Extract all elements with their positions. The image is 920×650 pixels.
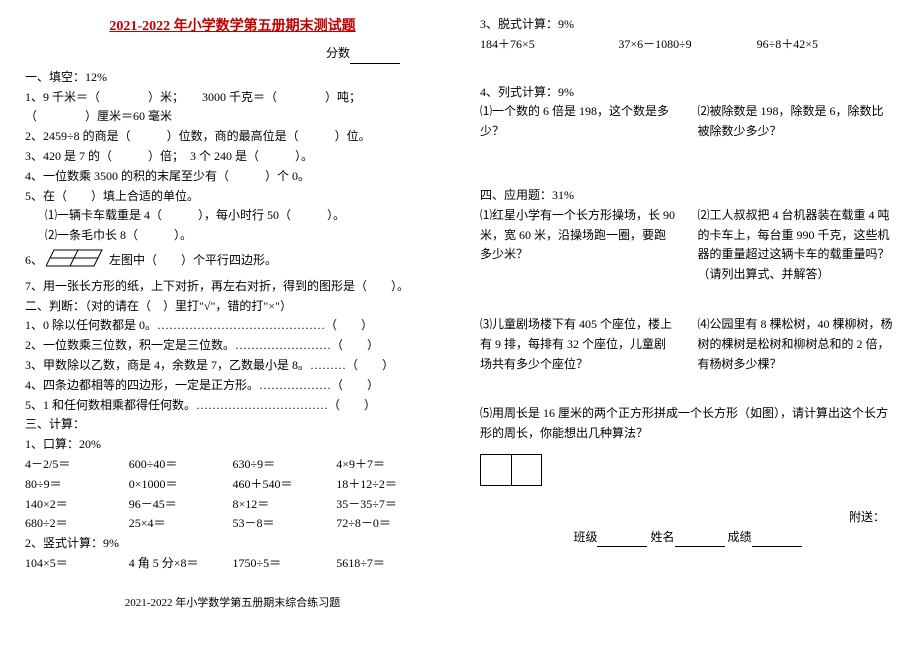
grade-line: [752, 534, 802, 547]
r1-item: 184＋76×5: [480, 35, 618, 55]
calc-row-3: 680÷2＝ 25×4＝ 53－8＝ 72÷8－0＝: [25, 514, 440, 534]
name-label: 姓名: [650, 530, 674, 544]
calc-cell: 25×4＝: [129, 514, 233, 534]
grade-label: 成绩: [728, 530, 752, 544]
calc-cell: 72÷8－0＝: [336, 514, 440, 534]
q2: 2、2459÷8 的商是（ ）位数，商的最高位是（ ）位。: [25, 127, 440, 147]
s3-sub2: 2、竖式计算：9%: [25, 534, 440, 554]
r3b: ⑵工人叔叔把 4 台机器装在载重 4 吨的卡车上，每台重 990 千克，这些机器…: [698, 206, 896, 285]
calc-cell: 4－2/5＝: [25, 455, 129, 475]
r3: 四、应用题：31%: [480, 186, 895, 206]
s2q5: 5、1 和任何数相乘都得任何数。……………………………（ ）: [25, 396, 440, 416]
calc-cell: 630÷9＝: [233, 455, 337, 475]
calc2-cell: 1750÷5＝: [233, 554, 337, 574]
calc-row-2: 140×2＝ 96－45＝ 8×12＝ 35－35÷7＝: [25, 495, 440, 515]
calc-cell: 96－45＝: [129, 495, 233, 515]
rectangle-figure: [480, 454, 542, 486]
r2: 4、列式计算：9%: [480, 83, 895, 103]
r3c: ⑶儿童剧场楼下有 405 个座位，楼上有 9 排，每排有 32 个座位，儿童剧场…: [480, 315, 678, 374]
calc-cell: 4×9＋7＝: [336, 455, 440, 475]
q5a: ⑴一辆卡车载重是 4（ ），每小时行 50（ ）。: [25, 206, 440, 226]
r1-item: 37×6－1080÷9: [618, 35, 756, 55]
calc-cell: 8×12＝: [233, 495, 337, 515]
page: 2021-2022 年小学数学第五册期末测试题 分数 一、填空：12% 1、9 …: [0, 0, 920, 627]
r3-row1: ⑴红星小学有一个长方形操场，长 90 米，宽 60 米，沿操场跑一圈，要跑多少米…: [480, 206, 895, 285]
q6-row: 6、 左图中（ ）个平行四边形。: [25, 246, 440, 277]
square-right: [512, 455, 542, 485]
section2-header: 二、判断：（对的请在（ ）里打"√"，错的打"×"）: [25, 297, 440, 317]
q7: 7、用一张长方形的纸，上下对折，再左右对折，得到的图形是（ ）。: [25, 277, 440, 297]
r3-row2: ⑶儿童剧场楼下有 405 个座位，楼上有 9 排，每排有 32 个座位，儿童剧场…: [480, 315, 895, 374]
s2q4: 4、四条边都相等的四边形，一定是正方形。………………（ ）: [25, 376, 440, 396]
score-line: [350, 51, 400, 64]
calc-cell: 53－8＝: [233, 514, 337, 534]
calc-row-1: 80÷9＝ 0×1000＝ 460＋540＝ 18＋12÷2＝: [25, 475, 440, 495]
q1b: （ ）厘米＝60 毫米: [25, 107, 440, 127]
calc2-cell: 104×5＝: [25, 554, 129, 574]
appendix: 附送：: [480, 508, 895, 528]
calc2-cell: 4 角 5 分×8＝: [129, 554, 233, 574]
parallelogram-icon: [46, 246, 106, 277]
r3d: ⑷公园里有 8 棵松树，40 棵柳树，杨树的棵树是松树和柳树总和的 2 倍，有杨…: [698, 315, 896, 374]
r1-item: 96÷8＋42×5: [757, 35, 895, 55]
calc-row-0: 4－2/5＝ 600÷40＝ 630÷9＝ 4×9＋7＝: [25, 455, 440, 475]
footer-text: 2021-2022 年小学数学第五册期末综合练习题: [25, 594, 440, 612]
q5b: ⑵一条毛巾长 8（ ）。: [25, 226, 440, 246]
calc-cell: 460＋540＝: [233, 475, 337, 495]
class-label: 班级: [573, 530, 597, 544]
q4: 4、一位数乘 3500 的积的末尾至少有（ ）个 0。: [25, 167, 440, 187]
calc-cell: 18＋12÷2＝: [336, 475, 440, 495]
q6-suffix: 左图中（ ）个平行四边形。: [109, 253, 277, 267]
r2b: ⑵被除数是 198，除数是 6，除数比被除数少多少？: [698, 102, 896, 142]
score-row: 分数: [25, 44, 440, 64]
student-info: 班级 姓名 成绩: [480, 528, 895, 548]
calc-cell: 680÷2＝: [25, 514, 129, 534]
calc-cell: 80÷9＝: [25, 475, 129, 495]
name-line: [675, 534, 725, 547]
score-label: 分数: [326, 46, 350, 60]
r2a: ⑴一个数的 6 倍是 198，这个数是多少？: [480, 102, 678, 142]
square-left: [481, 455, 512, 485]
r3a: ⑴红星小学有一个长方形操场，长 90 米，宽 60 米，沿操场跑一圈，要跑多少米…: [480, 206, 678, 285]
calc-cell: 0×1000＝: [129, 475, 233, 495]
left-column: 2021-2022 年小学数学第五册期末测试题 分数 一、填空：12% 1、9 …: [25, 15, 440, 612]
calc2-cell: 5618÷7＝: [336, 554, 440, 574]
s2q1: 1、0 除以任何数都是 0。……………………………………（ ）: [25, 316, 440, 336]
r1: 3、脱式计算：9%: [480, 15, 895, 35]
r2-cols: ⑴一个数的 6 倍是 198，这个数是多少？ ⑵被除数是 198，除数是 6，除…: [480, 102, 895, 142]
calc-cell: 140×2＝: [25, 495, 129, 515]
right-column: 3、脱式计算：9% 184＋76×5 37×6－1080÷9 96÷8＋42×5…: [480, 15, 895, 612]
r1-items: 184＋76×5 37×6－1080÷9 96÷8＋42×5: [480, 35, 895, 55]
q6-prefix: 6、: [25, 253, 43, 267]
calc-cell: 35－35÷7＝: [336, 495, 440, 515]
class-line: [597, 534, 647, 547]
q1: 1、9 千米＝（ ）米； 3000 千克＝（ ）吨；: [25, 88, 440, 108]
s2q3: 3、甲数除以乙数，商是 4，余数是 7，乙数最小是 8。………（ ）: [25, 356, 440, 376]
exam-title: 2021-2022 年小学数学第五册期末测试题: [25, 15, 440, 38]
r3e: ⑸用周长是 16 厘米的两个正方形拼成一个长方形（如图），请计算出这个长方形的周…: [480, 404, 895, 444]
calc-cell: 600÷40＝: [129, 455, 233, 475]
q5: 5、在（ ）填上合适的单位。: [25, 187, 440, 207]
section1-header: 一、填空：12%: [25, 68, 440, 88]
calc2-row: 104×5＝ 4 角 5 分×8＝ 1750÷5＝ 5618÷7＝: [25, 554, 440, 574]
q3: 3、420 是 7 的（ ）倍； 3 个 240 是（ ）。: [25, 147, 440, 167]
section3-header: 三、计算：: [25, 415, 440, 435]
s3-sub1: 1、口算：20%: [25, 435, 440, 455]
s2q2: 2、一位数乘三位数，积一定是三位数。……………………（ ）: [25, 336, 440, 356]
